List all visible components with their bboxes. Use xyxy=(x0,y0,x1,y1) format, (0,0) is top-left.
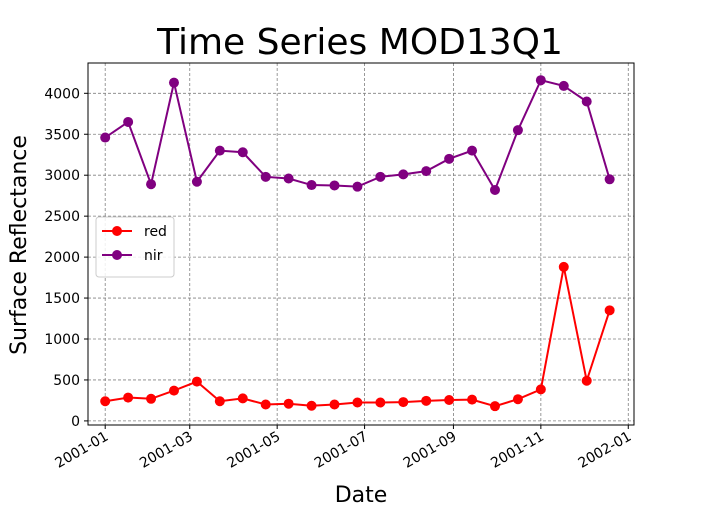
x-tick-label: 2001-01 xyxy=(53,429,112,472)
plot-frame xyxy=(87,62,635,426)
legend-swatch-marker xyxy=(112,250,122,260)
y-axis-label: Surface Reflectance xyxy=(7,135,32,355)
data-point-red xyxy=(260,399,271,410)
data-point-nir xyxy=(352,181,363,192)
data-point-red xyxy=(214,396,225,407)
data-point-red xyxy=(375,397,386,408)
x-tick-label: 2001-09 xyxy=(401,429,460,472)
data-point-red xyxy=(581,375,592,386)
legend-label-nir: nir xyxy=(144,248,163,264)
grid-lines xyxy=(88,63,634,425)
legend-swatch-marker xyxy=(112,226,122,236)
data-point-nir xyxy=(100,132,111,143)
data-point-nir xyxy=(581,96,592,107)
data-point-nir xyxy=(444,153,455,164)
series-line-red xyxy=(105,266,611,408)
data-point-nir xyxy=(558,80,569,91)
data-point-red xyxy=(100,396,111,407)
data-point-red xyxy=(237,393,248,404)
x-tick-label: 2002-01 xyxy=(576,429,635,472)
data-point-red xyxy=(421,395,432,406)
y-tick-label: 2000 xyxy=(44,250,80,266)
y-tick-label: 3500 xyxy=(44,127,80,143)
y-tick-label: 500 xyxy=(53,373,80,389)
data-point-nir xyxy=(168,77,179,88)
x-tick-label: 2001-07 xyxy=(312,429,371,472)
x-tick-label: 2001-05 xyxy=(225,429,284,472)
data-point-red xyxy=(283,398,294,409)
data-point-red xyxy=(146,393,157,404)
data-point-nir xyxy=(489,184,500,195)
y-tick-label: 1000 xyxy=(44,332,80,348)
x-axis-ticks: 2001-01 2001-03 2001-05 2001-07 2001-09 2001-… xyxy=(53,425,635,472)
data-point-nir xyxy=(329,180,340,191)
data-point-red xyxy=(489,401,500,412)
y-axis-ticks: 0 500 1000 1500 2000 2500 3000 3500 4000 xyxy=(44,86,88,430)
data-point-nir xyxy=(535,75,546,86)
series-line-nir xyxy=(104,79,611,193)
data-point-nir xyxy=(283,173,294,184)
y-tick-label: 4000 xyxy=(44,86,80,102)
y-tick-label: 0 xyxy=(71,414,80,430)
data-point-red xyxy=(512,394,523,405)
data-point-red xyxy=(398,397,409,408)
data-point-red xyxy=(123,392,134,403)
data-point-red xyxy=(558,261,569,272)
x-tick-label: 2001-03 xyxy=(137,429,196,472)
data-point-red xyxy=(604,305,615,316)
data-point-nir xyxy=(375,171,386,182)
legend: red nir xyxy=(95,216,175,278)
data-point-nir xyxy=(123,116,134,127)
data-point-nir xyxy=(260,171,271,182)
data-point-red xyxy=(168,385,179,396)
data-point-red xyxy=(306,400,317,411)
x-tick-label: 2001-11 xyxy=(488,429,547,472)
y-tick-label: 2500 xyxy=(44,209,80,225)
data-point-red xyxy=(329,399,340,410)
data-point-red xyxy=(191,376,202,387)
data-point-nir xyxy=(237,147,248,158)
data-point-red xyxy=(467,394,478,405)
data-point-red xyxy=(444,395,455,406)
data-point-nir xyxy=(467,145,478,156)
data-point-nir xyxy=(604,174,615,185)
y-tick-label: 1500 xyxy=(44,291,80,307)
y-tick-label: 3000 xyxy=(44,168,80,184)
plot-series xyxy=(100,75,615,412)
legend-label-red: red xyxy=(144,224,167,240)
data-point-nir xyxy=(191,176,202,187)
data-point-red xyxy=(352,397,363,408)
data-point-red xyxy=(535,384,546,395)
data-point-nir xyxy=(214,145,225,156)
x-axis-label: Date xyxy=(335,483,388,508)
data-point-nir xyxy=(421,166,432,177)
data-point-nir xyxy=(512,125,523,136)
data-point-nir xyxy=(398,169,409,180)
chart-title: Time Series MOD13Q1 xyxy=(156,22,563,63)
data-point-nir xyxy=(146,179,157,190)
data-point-nir xyxy=(306,180,317,191)
